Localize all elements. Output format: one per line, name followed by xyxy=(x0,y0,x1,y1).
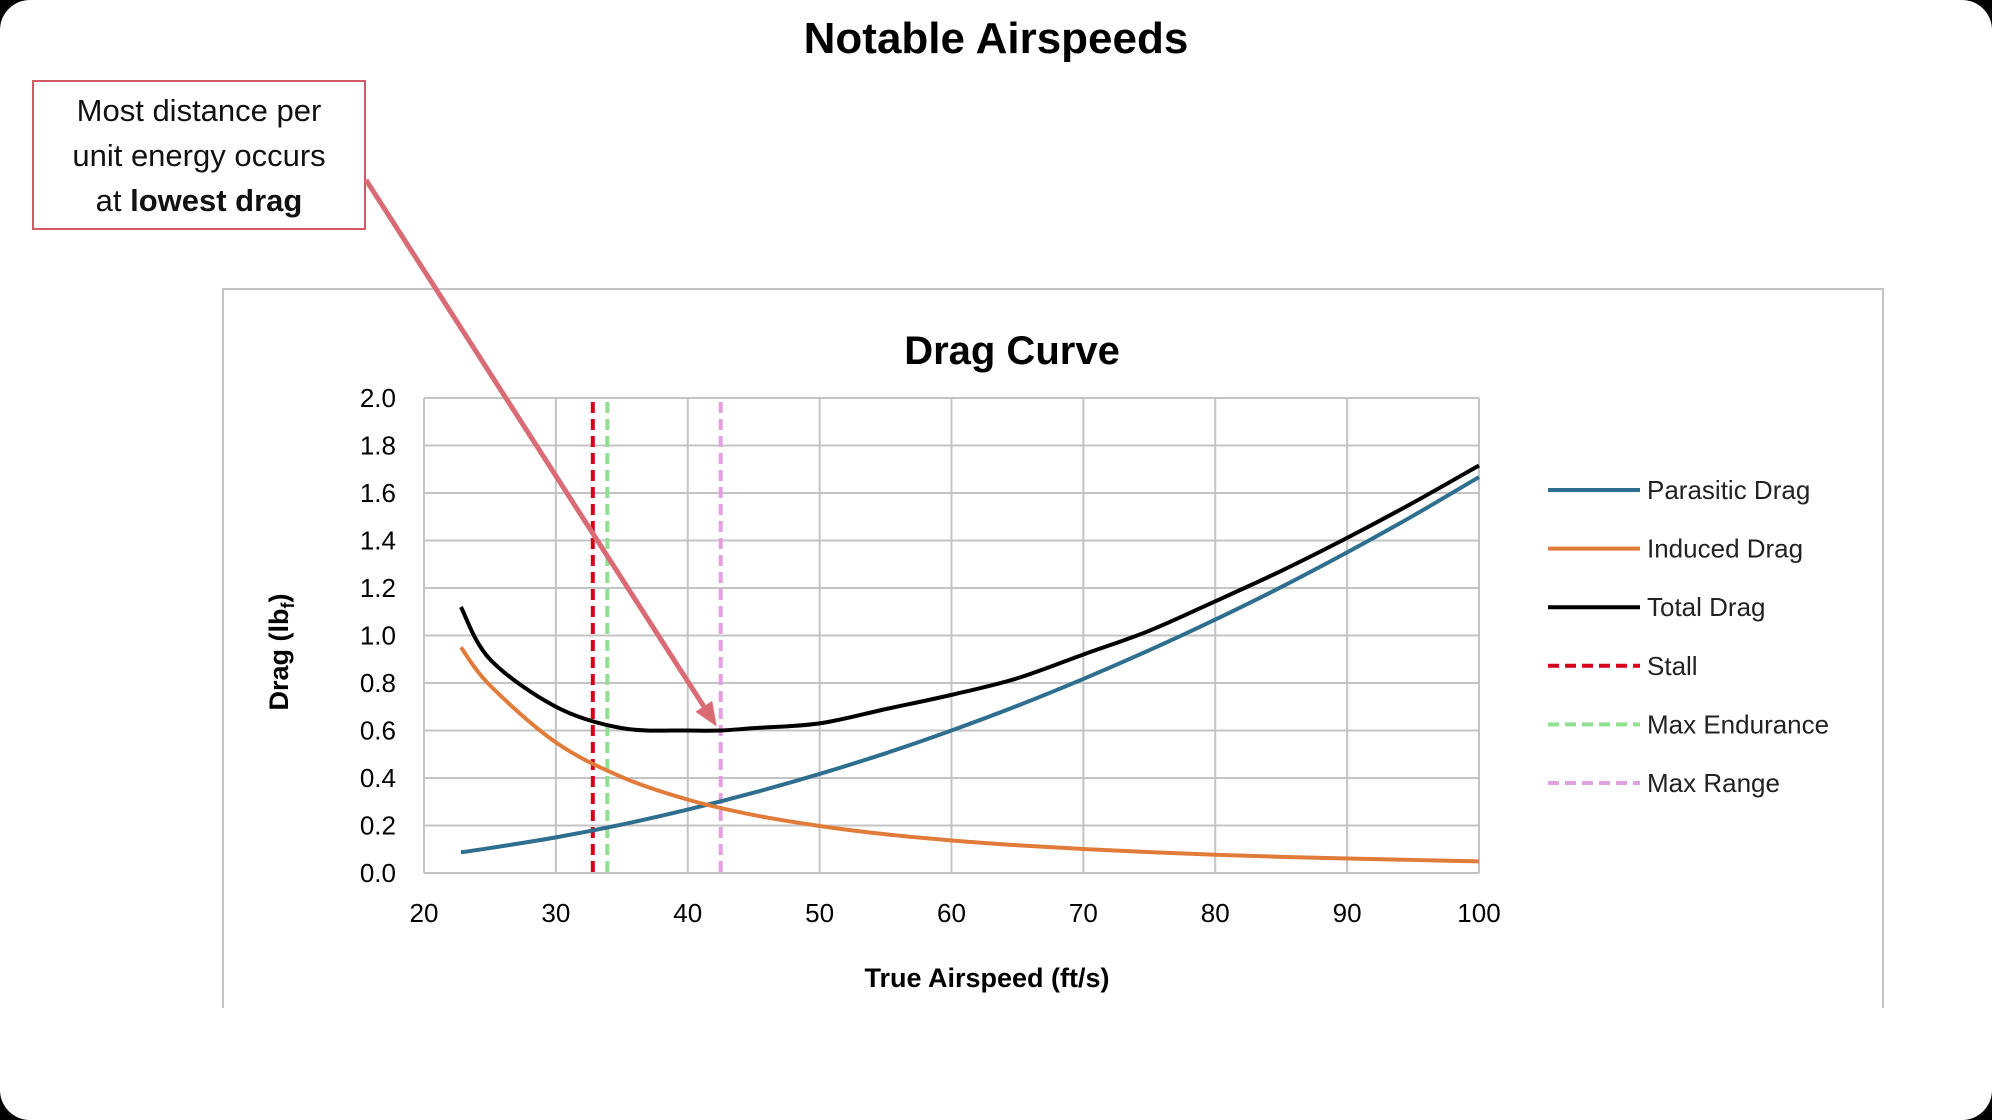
chart-title: Drag Curve xyxy=(904,329,1120,373)
callout-line-3-prefix: at xyxy=(95,182,131,218)
legend-label-total-drag: Total Drag xyxy=(1647,592,1766,622)
y-axis-label-main: Drag (lb xyxy=(264,608,294,710)
x-axis-label: True Airspeed (ft/s) xyxy=(864,963,1109,993)
chart-frame xyxy=(222,288,1884,1008)
x-tick-label-4: 60 xyxy=(937,898,966,928)
y-tick-label-10: 2.0 xyxy=(360,383,396,413)
legend-label-max-endurance: Max Endurance xyxy=(1647,709,1829,739)
y-axis-ticks: 0.0 0.2 0.4 0.6 0.8 1.0 1.2 1.4 1.6 1.8 2.0 xyxy=(360,383,396,888)
callout-line-2: unit energy occurs xyxy=(72,137,326,173)
x-axis-ticks: 20 30 40 50 60 70 80 90 100 xyxy=(410,898,1501,928)
x-tick-label-2: 40 xyxy=(673,898,702,928)
x-tick-label-5: 70 xyxy=(1069,898,1098,928)
callout-arrow-head xyxy=(695,700,717,727)
x-tick-label-8: 100 xyxy=(1457,898,1500,928)
legend-label-parasitic-drag: Parasitic Drag xyxy=(1647,475,1810,505)
series-line-induced-drag xyxy=(459,646,1480,864)
x-tick-label-0: 20 xyxy=(410,898,439,928)
slide-title: Notable Airspeeds xyxy=(803,14,1189,63)
series-line-parasitic-drag xyxy=(460,475,1481,855)
legend-label-induced-drag: Induced Drag xyxy=(1647,534,1803,564)
chart-grid xyxy=(423,397,1480,874)
y-tick-label-6: 1.2 xyxy=(360,573,396,603)
x-tick-label-7: 90 xyxy=(1333,898,1362,928)
y-tick-label-8: 1.6 xyxy=(360,478,396,508)
callout-line-3: at lowest drag xyxy=(96,178,303,223)
airspeed-markers xyxy=(590,402,723,873)
y-tick-label-1: 0.2 xyxy=(360,811,396,841)
series-lines xyxy=(459,463,1481,864)
y-tick-label-3: 0.6 xyxy=(360,716,396,746)
callout-arrow-shaft xyxy=(363,178,706,708)
y-tick-label-9: 1.8 xyxy=(360,431,396,461)
legend: Parasitic Drag Induced Drag Total Drag Stal… xyxy=(1548,475,1829,798)
x-tick-label-3: 50 xyxy=(805,898,834,928)
legend-label-stall: Stall xyxy=(1647,651,1698,681)
callout-arrow xyxy=(363,178,717,727)
legend-label-max-range: Max Range xyxy=(1647,768,1780,798)
x-tick-label-6: 80 xyxy=(1201,898,1230,928)
callout-box: Most distance per unit energy occurs at … xyxy=(32,80,366,230)
y-tick-label-5: 1.0 xyxy=(360,621,396,651)
callout-line-3-bold: lowest drag xyxy=(130,182,303,218)
series-line-total-drag xyxy=(459,463,1480,733)
y-tick-label-2: 0.4 xyxy=(360,763,396,793)
y-tick-label-4: 0.8 xyxy=(360,668,396,698)
y-axis-label: Drag (lbf) xyxy=(264,593,298,710)
y-axis-label-close: ) xyxy=(264,593,294,602)
callout-line-1: Most distance per xyxy=(76,92,322,128)
y-tick-label-7: 1.4 xyxy=(360,526,396,556)
x-tick-label-1: 30 xyxy=(541,898,570,928)
y-tick-label-0: 0.0 xyxy=(360,858,396,888)
y-axis-label-subscript: f xyxy=(278,601,298,608)
